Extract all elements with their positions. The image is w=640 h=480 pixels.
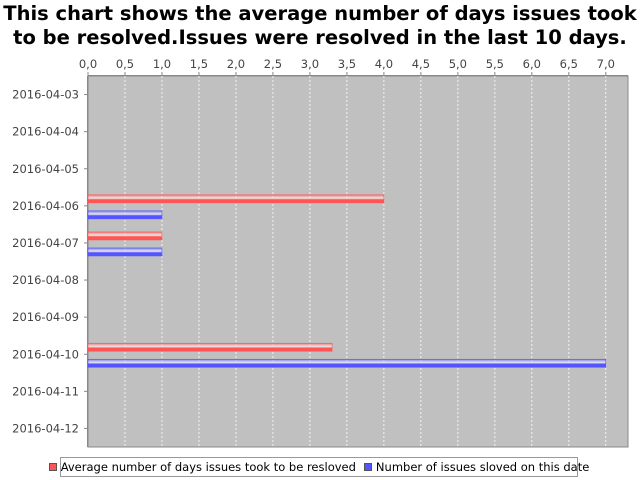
chart-title: This chart shows the average number of d…: [3, 2, 637, 49]
legend-swatch-red: [48, 463, 57, 471]
y-tick-label: 2016-04-04: [12, 125, 79, 139]
x-tick-label: 1,5: [190, 57, 208, 71]
x-tick-label: 4,0: [375, 57, 393, 71]
bar-avg-days: [87, 342, 333, 352]
legend-item-issue-count: Number of issues sloved on this date: [363, 460, 590, 474]
y-tick-label: 2016-04-09: [12, 310, 79, 324]
bar-issue-count: [87, 210, 163, 220]
x-tick-label: 1,0: [153, 57, 171, 71]
bar-issue-count: [87, 358, 607, 368]
legend-label: Number of issues sloved on this date: [375, 460, 590, 474]
x-tick-label: 2,0: [227, 57, 245, 71]
y-tick-label: 2016-04-12: [12, 421, 79, 435]
plot-area: [87, 75, 629, 448]
x-tick-label: 6,5: [560, 57, 578, 71]
bars: [87, 194, 607, 368]
grid-lines: [124, 76, 607, 447]
y-tick-label: 2016-04-05: [12, 162, 79, 176]
y-tick-label: 2016-04-07: [12, 236, 79, 250]
legend-label: Average number of days issues took to be…: [60, 460, 356, 474]
bar-issue-count: [87, 247, 163, 257]
y-tick-label: 2016-04-11: [12, 384, 79, 398]
x-tick-label: 5,0: [449, 57, 467, 71]
y-tick-label: 2016-04-10: [12, 347, 79, 361]
x-tick-label: 3,0: [301, 57, 319, 71]
legend-item-avg-days: Average number of days issues took to be…: [48, 460, 356, 474]
x-tick-label: 0,0: [79, 57, 97, 71]
bar-avg-days: [87, 231, 163, 241]
bar-avg-days: [87, 194, 385, 204]
x-tick-label: 3,5: [338, 57, 356, 71]
x-tick-label: 6,0: [523, 57, 541, 71]
x-tick-label: 4,5: [412, 57, 430, 71]
legend: Average number of days issues took to be…: [48, 457, 589, 477]
x-tick-label: 2,5: [264, 57, 282, 71]
y-tick-label: 2016-04-08: [12, 273, 79, 287]
y-tick-label: 2016-04-03: [12, 88, 79, 102]
axes: 0,0 0,5 1,0 1,5 2,0 2,5 3,0 3,5 4,0 4,5 5,0 5,5 6,0 6…: [12, 57, 628, 447]
x-tick-label: 5,5: [486, 57, 504, 71]
x-tick-label: 0,5: [116, 57, 134, 71]
x-tick-label: 7,0: [597, 57, 615, 71]
y-tick-label: 2016-04-06: [12, 199, 79, 213]
legend-swatch-blue: [363, 463, 372, 471]
